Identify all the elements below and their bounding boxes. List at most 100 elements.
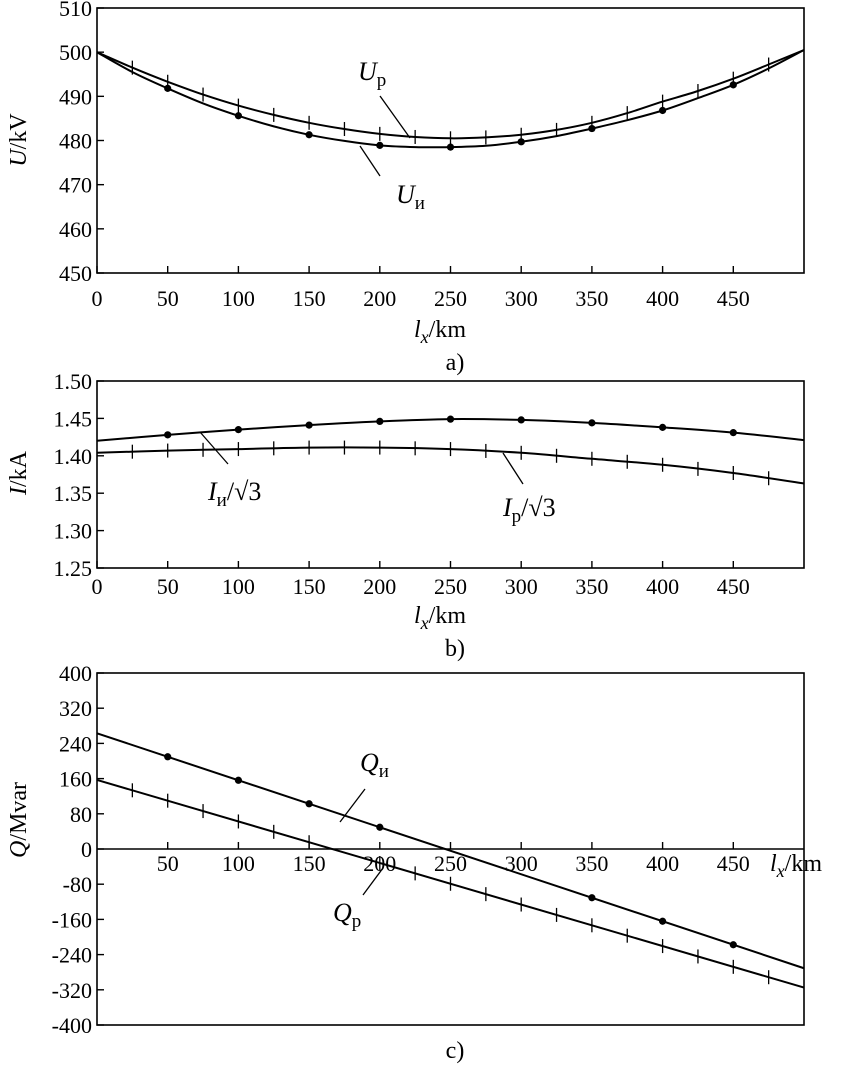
- chart-panel-c: -400 -320 -240 -160 -80 0 80 160 240 320 400 50 100 1…: [6, 661, 822, 1064]
- data-point-dot: [234, 112, 242, 120]
- series-label: Uр: [358, 57, 386, 91]
- x-tick-label: 150: [293, 851, 326, 876]
- panel-label: a): [446, 350, 465, 376]
- series-line: [96, 732, 805, 970]
- data-point-dot: [164, 753, 172, 761]
- y-tick-label: 240: [59, 731, 92, 756]
- x-tick-label: 200: [363, 574, 396, 599]
- y-tick-label: 0: [81, 837, 92, 862]
- x-tick-label: 150: [293, 286, 326, 311]
- x-tick-label: 300: [505, 286, 538, 311]
- x-tick-label: 400: [646, 851, 679, 876]
- x-tick-label: 50: [157, 851, 179, 876]
- x-tick-label: 450: [717, 286, 750, 311]
- data-point-dot: [588, 124, 596, 133]
- data-point-dot: [376, 823, 384, 831]
- y-tick-label: -240: [52, 943, 92, 968]
- x-tick-label: 250: [434, 574, 467, 599]
- data-point-dot: [376, 141, 384, 149]
- x-tick-label: 350: [575, 286, 608, 311]
- series-label: Iи/√3: [207, 477, 261, 511]
- x-axis-label: lx/km: [414, 317, 466, 347]
- x-tick-label: 350: [575, 851, 608, 876]
- data-point-dot: [517, 416, 525, 424]
- x-axis-label: lx/km: [770, 851, 822, 881]
- y-tick-label: 470: [59, 173, 92, 198]
- data-point-dot: [729, 429, 737, 437]
- y-axis-label: Q/Mvar: [6, 782, 32, 858]
- chart-panel-b: 1.25 1.30 1.35 1.40 1.45 1.50 0 50 100 150 200 250 3…: [6, 369, 805, 662]
- y-tick-label: -160: [52, 907, 92, 932]
- data-point-dot: [729, 941, 737, 949]
- y-tick-label: 1.35: [54, 481, 93, 506]
- data-point-dot: [164, 84, 172, 92]
- data-point-dot: [305, 800, 313, 808]
- y-axis-label: U/kV: [6, 113, 32, 167]
- data-point-dot: [659, 917, 667, 925]
- x-tick-label: 100: [222, 574, 255, 599]
- x-tick-label: 400: [646, 574, 679, 599]
- y-tick-label: -400: [52, 1013, 92, 1038]
- x-axis-label: lx/km: [414, 603, 466, 633]
- y-tick-label: 510: [59, 0, 92, 21]
- y-tick-label: 1.30: [54, 519, 93, 544]
- data-point-dot: [376, 417, 384, 425]
- series-leader-line: [339, 788, 366, 823]
- x-tick-label: 0: [92, 286, 103, 311]
- y-tick-label: 160: [59, 767, 92, 792]
- data-point-dot: [659, 423, 667, 431]
- y-tick-label: -80: [63, 872, 92, 897]
- y-tick-label: 480: [59, 129, 92, 154]
- x-tick-label: 200: [363, 286, 396, 311]
- x-tick-label: 100: [222, 851, 255, 876]
- x-tick-label: 300: [505, 574, 538, 599]
- data-point-dot: [305, 421, 313, 429]
- x-tick-label: 300: [505, 851, 538, 876]
- y-axis-label: I/kA: [6, 450, 32, 496]
- x-tick-label: 450: [717, 574, 750, 599]
- x-tick-label: 250: [434, 286, 467, 311]
- series-label: Qр: [333, 898, 361, 932]
- data-point-dot: [729, 81, 737, 89]
- series-leader-line: [199, 431, 229, 465]
- panel-label: b): [445, 636, 465, 662]
- x-tick-label: 50: [157, 574, 179, 599]
- series-leader-line: [502, 452, 524, 485]
- series-label: Iр/√3: [502, 493, 556, 527]
- chart-panel-a: 450 460 470 480 490 500 510 0 50 100 150 200 250 300 3…: [6, 0, 805, 376]
- y-tick-label: 460: [59, 217, 92, 242]
- y-tick-label: 400: [59, 661, 92, 686]
- x-tick-label: 0: [92, 574, 103, 599]
- data-point-dot: [164, 431, 172, 439]
- data-point-dot: [446, 415, 455, 423]
- x-tick-label: 350: [575, 574, 608, 599]
- x-tick-label: 150: [293, 574, 326, 599]
- series-label: Uи: [396, 180, 425, 214]
- y-tick-label: 500: [59, 40, 92, 65]
- data-point-dot: [234, 426, 242, 434]
- y-tick-label: 80: [70, 802, 92, 827]
- panel-label: c): [446, 1038, 465, 1064]
- series-leader-line: [379, 95, 411, 139]
- y-tick-label: 320: [59, 696, 92, 721]
- y-tick-label: 450: [59, 261, 92, 286]
- data-point-dot: [588, 419, 596, 427]
- data-point-dot: [234, 776, 242, 784]
- x-tick-label: 400: [646, 286, 679, 311]
- y-tick-label: 1.50: [54, 369, 93, 394]
- data-point-dot: [588, 894, 596, 902]
- data-point-dot: [659, 106, 667, 115]
- y-tick-label: 1.40: [54, 444, 93, 469]
- y-tick-label: -320: [52, 978, 92, 1003]
- series-leader-line: [359, 145, 381, 177]
- data-point-dot: [305, 131, 313, 139]
- x-tick-label: 100: [222, 286, 255, 311]
- y-tick-label: 1.45: [54, 406, 93, 431]
- series-leader-line: [362, 867, 384, 896]
- x-tick-label: 450: [717, 851, 750, 876]
- data-point-dot: [446, 143, 455, 151]
- y-tick-label: 490: [59, 84, 92, 109]
- y-tick-label: 1.25: [54, 556, 93, 581]
- series-label: Qи: [360, 748, 389, 782]
